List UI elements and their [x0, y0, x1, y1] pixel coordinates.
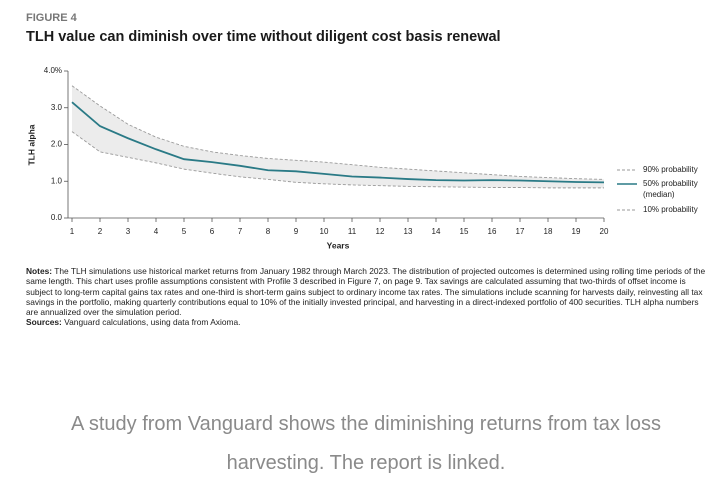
x-tick-label: 6 [210, 227, 215, 236]
chart: FIGURE 4 TLH value can diminish over tim… [26, 12, 698, 250]
x-tick-label: 5 [182, 227, 187, 236]
x-tick-label: 20 [600, 227, 609, 236]
series-line [71, 101, 605, 184]
x-axis-label: Years [327, 240, 350, 250]
x-tick-label: 19 [572, 227, 581, 236]
x-tick-label: 17 [516, 227, 525, 236]
caption: A study from Vanguard shows the diminish… [71, 413, 661, 474]
x-tick-label: 9 [294, 227, 299, 236]
notes-label: Notes: [26, 266, 53, 276]
series-line [71, 131, 604, 189]
sources-block: Sources: Vanguard calculations, using da… [26, 317, 710, 327]
sources-text: Vanguard calculations, using data from A… [64, 317, 241, 328]
legend-label: 10% probability [643, 205, 698, 214]
x-tick-label: 12 [376, 227, 385, 236]
legend-label: 50% probability [643, 179, 698, 188]
x-tick-label: 15 [460, 227, 469, 236]
x-tick-label: 4 [154, 227, 159, 236]
x-tick-label: 7 [238, 227, 243, 236]
x-tick-label: 3 [126, 227, 131, 236]
y-tick-label: 1.0 [51, 176, 63, 185]
probability-band [72, 85, 604, 188]
sources-label: Sources: [26, 317, 62, 328]
x-tick-label: 18 [544, 227, 553, 236]
x-tick-label: 10 [320, 227, 329, 236]
x-tick-label: 14 [432, 227, 441, 236]
y-axis-label: TLH alpha [26, 124, 36, 165]
x-tick-label: 1 [70, 227, 75, 236]
notes: Notes: The TLH simulations use historica… [26, 266, 710, 328]
y-tick-label: 4.0% [44, 66, 62, 75]
series-line [71, 85, 605, 180]
notes-block: Notes: The TLH simulations use historica… [26, 266, 710, 317]
y-tick-label: 3.0 [51, 103, 63, 112]
legend-note: (median) [643, 190, 675, 199]
x-tick-label: 11 [348, 227, 357, 236]
legend-label: 90% probability [643, 165, 698, 174]
y-tick-label: 2.0 [51, 140, 63, 149]
notes-text: The TLH simulations use historical marke… [26, 266, 706, 318]
y-tick-label: 0.0 [51, 213, 63, 222]
figure-label: FIGURE 4 [26, 12, 78, 24]
chart-title: TLH value can diminish over time without… [26, 29, 501, 45]
x-tick-label: 8 [266, 227, 271, 236]
x-tick-label: 16 [488, 227, 497, 236]
x-tick-label: 2 [98, 227, 103, 236]
x-tick-label: 13 [404, 227, 413, 236]
